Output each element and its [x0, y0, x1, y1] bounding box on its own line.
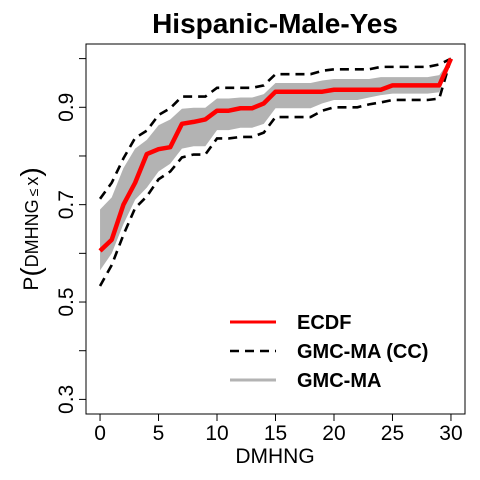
x-tick-label: 15	[264, 422, 287, 445]
y-tick-label-group: 0.3	[55, 385, 78, 414]
legend-label: GMC-MA	[297, 370, 381, 392]
y-axis-label-close-paren: )	[15, 167, 46, 176]
line-gmc-ma-cc-lower	[98, 58, 453, 287]
x-axis: 0 5 10 15 20 25 30	[94, 413, 463, 445]
legend: ECDF GMC-MA (CC) GMC-MA	[230, 312, 428, 392]
legend-label: GMC-MA (CC)	[297, 341, 428, 363]
x-tick-label: 20	[322, 422, 345, 445]
y-axis-label-prefix: P	[20, 277, 43, 291]
y-axis-label-arg: x	[22, 177, 42, 186]
y-axis: 0.3 0.5 0.7 0.9	[55, 58, 87, 414]
chart-title: Hispanic-Male-Yes	[152, 8, 398, 39]
y-axis-label-op: ≤	[25, 188, 41, 196]
y-tick-label: 0.7	[55, 190, 78, 219]
y-axis-label-open-paren: (	[15, 267, 46, 277]
y-tick-label-group: 0.5	[55, 287, 78, 316]
svg-text:P(DMHNG≤x): P(DMHNG ≤ x)	[15, 167, 46, 290]
y-tick-label: 0.9	[55, 93, 78, 122]
y-axis-label: P(DMHNG ≤ x)	[15, 167, 46, 290]
y-tick-label-group: 0.7	[55, 190, 78, 219]
y-tick-label-group: 0.9	[55, 93, 78, 122]
x-axis-label: DMHNG	[235, 445, 314, 468]
x-tick-label: 30	[439, 422, 462, 445]
x-tick-label: 25	[381, 422, 404, 445]
line-gmc-ma-cc-upper	[98, 57, 452, 200]
x-tick-label: 0	[94, 422, 106, 445]
y-tick-label: 0.5	[55, 287, 78, 316]
y-axis-label-var: DMHNG	[22, 199, 42, 267]
plot-area	[98, 57, 454, 287]
band-gmc-ma	[100, 58, 451, 271]
x-tick-label: 10	[205, 422, 228, 445]
y-tick-label: 0.3	[55, 385, 78, 414]
legend-label: ECDF	[297, 312, 351, 334]
line-ecdf	[98, 57, 454, 253]
x-tick-label: 5	[153, 422, 165, 445]
